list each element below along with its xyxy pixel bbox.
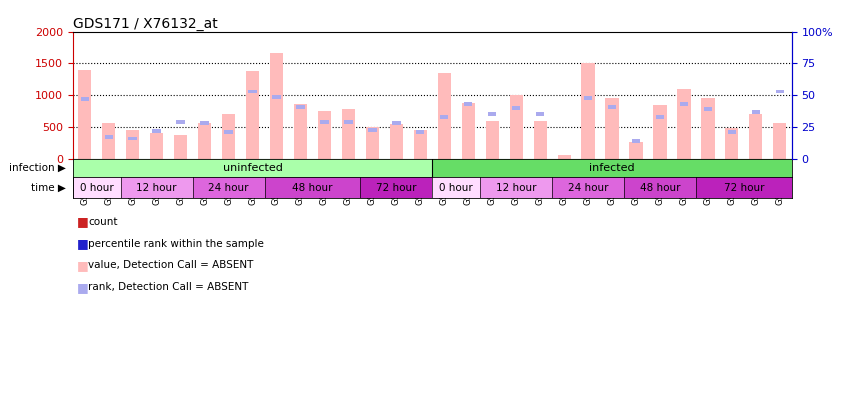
Bar bbox=[581, 63, 595, 159]
Bar bbox=[265, 177, 360, 198]
Bar bbox=[776, 89, 784, 93]
Text: rank, Detection Call = ABSENT: rank, Detection Call = ABSENT bbox=[88, 282, 248, 292]
Text: ■: ■ bbox=[77, 237, 89, 250]
Bar bbox=[416, 130, 425, 134]
Bar bbox=[696, 177, 792, 198]
Bar bbox=[246, 71, 259, 159]
Bar bbox=[368, 128, 377, 131]
Bar bbox=[80, 97, 89, 101]
Bar bbox=[624, 177, 696, 198]
Bar bbox=[653, 105, 667, 159]
Bar bbox=[270, 53, 283, 159]
Bar bbox=[78, 70, 92, 159]
Bar bbox=[222, 114, 235, 159]
Bar bbox=[248, 89, 257, 93]
Bar bbox=[150, 133, 163, 159]
Bar bbox=[294, 104, 307, 159]
Bar bbox=[344, 120, 353, 124]
Text: 72 hour: 72 hour bbox=[376, 183, 417, 192]
Text: 24 hour: 24 hour bbox=[208, 183, 249, 192]
Bar bbox=[461, 103, 475, 159]
Text: GDS171 / X76132_at: GDS171 / X76132_at bbox=[73, 17, 217, 30]
Bar bbox=[464, 102, 473, 106]
Bar bbox=[366, 127, 379, 159]
Bar bbox=[198, 123, 211, 159]
Bar bbox=[728, 130, 736, 134]
Text: infection ▶: infection ▶ bbox=[9, 163, 66, 173]
Text: 12 hour: 12 hour bbox=[136, 183, 177, 192]
Text: count: count bbox=[88, 217, 117, 227]
Bar bbox=[605, 99, 619, 159]
Bar bbox=[104, 135, 113, 139]
Bar bbox=[152, 129, 161, 133]
Bar bbox=[413, 130, 427, 159]
Bar bbox=[749, 114, 763, 159]
Bar bbox=[200, 121, 209, 125]
Bar bbox=[725, 128, 739, 159]
Bar bbox=[342, 109, 355, 159]
Bar bbox=[557, 155, 571, 159]
Bar bbox=[389, 124, 403, 159]
Bar bbox=[584, 96, 592, 100]
Text: uninfected: uninfected bbox=[223, 163, 282, 173]
Bar bbox=[73, 159, 432, 177]
Bar bbox=[102, 123, 116, 159]
Bar bbox=[432, 159, 792, 177]
Text: 0 hour: 0 hour bbox=[80, 183, 114, 192]
Text: percentile rank within the sample: percentile rank within the sample bbox=[88, 238, 264, 249]
Bar bbox=[432, 177, 480, 198]
Text: 48 hour: 48 hour bbox=[292, 183, 333, 192]
Bar bbox=[480, 177, 552, 198]
Text: ■: ■ bbox=[77, 259, 89, 272]
Bar bbox=[485, 121, 499, 159]
Bar bbox=[392, 121, 401, 124]
Text: ■: ■ bbox=[77, 281, 89, 293]
Bar bbox=[296, 105, 305, 109]
Bar bbox=[677, 89, 691, 159]
Bar bbox=[126, 130, 140, 159]
Bar bbox=[533, 121, 547, 159]
Text: infected: infected bbox=[589, 163, 635, 173]
Bar bbox=[632, 139, 640, 143]
Text: 72 hour: 72 hour bbox=[723, 183, 764, 192]
Bar bbox=[773, 123, 787, 159]
Text: ■: ■ bbox=[77, 215, 89, 228]
Bar bbox=[360, 177, 432, 198]
Bar bbox=[552, 177, 624, 198]
Bar bbox=[174, 135, 187, 159]
Bar bbox=[193, 177, 265, 198]
Bar bbox=[752, 110, 760, 114]
Text: time ▶: time ▶ bbox=[31, 183, 66, 192]
Bar bbox=[437, 73, 451, 159]
Text: 48 hour: 48 hour bbox=[639, 183, 681, 192]
Bar bbox=[509, 95, 523, 159]
Bar bbox=[704, 107, 712, 111]
Text: value, Detection Call = ABSENT: value, Detection Call = ABSENT bbox=[88, 260, 253, 270]
Text: 24 hour: 24 hour bbox=[568, 183, 609, 192]
Bar bbox=[608, 105, 616, 109]
Bar bbox=[176, 120, 185, 124]
Bar bbox=[629, 142, 643, 159]
Bar bbox=[701, 98, 715, 159]
Bar bbox=[121, 177, 193, 198]
Bar bbox=[272, 95, 281, 99]
Bar bbox=[536, 112, 544, 116]
Bar bbox=[656, 115, 664, 119]
Bar bbox=[320, 120, 329, 124]
Text: 12 hour: 12 hour bbox=[496, 183, 537, 192]
Text: 0 hour: 0 hour bbox=[439, 183, 473, 192]
Bar bbox=[128, 137, 137, 141]
Bar bbox=[224, 130, 233, 134]
Bar bbox=[73, 177, 121, 198]
Bar bbox=[318, 111, 331, 159]
Bar bbox=[680, 102, 688, 106]
Bar bbox=[440, 115, 449, 119]
Bar bbox=[512, 106, 520, 110]
Bar bbox=[488, 112, 496, 116]
